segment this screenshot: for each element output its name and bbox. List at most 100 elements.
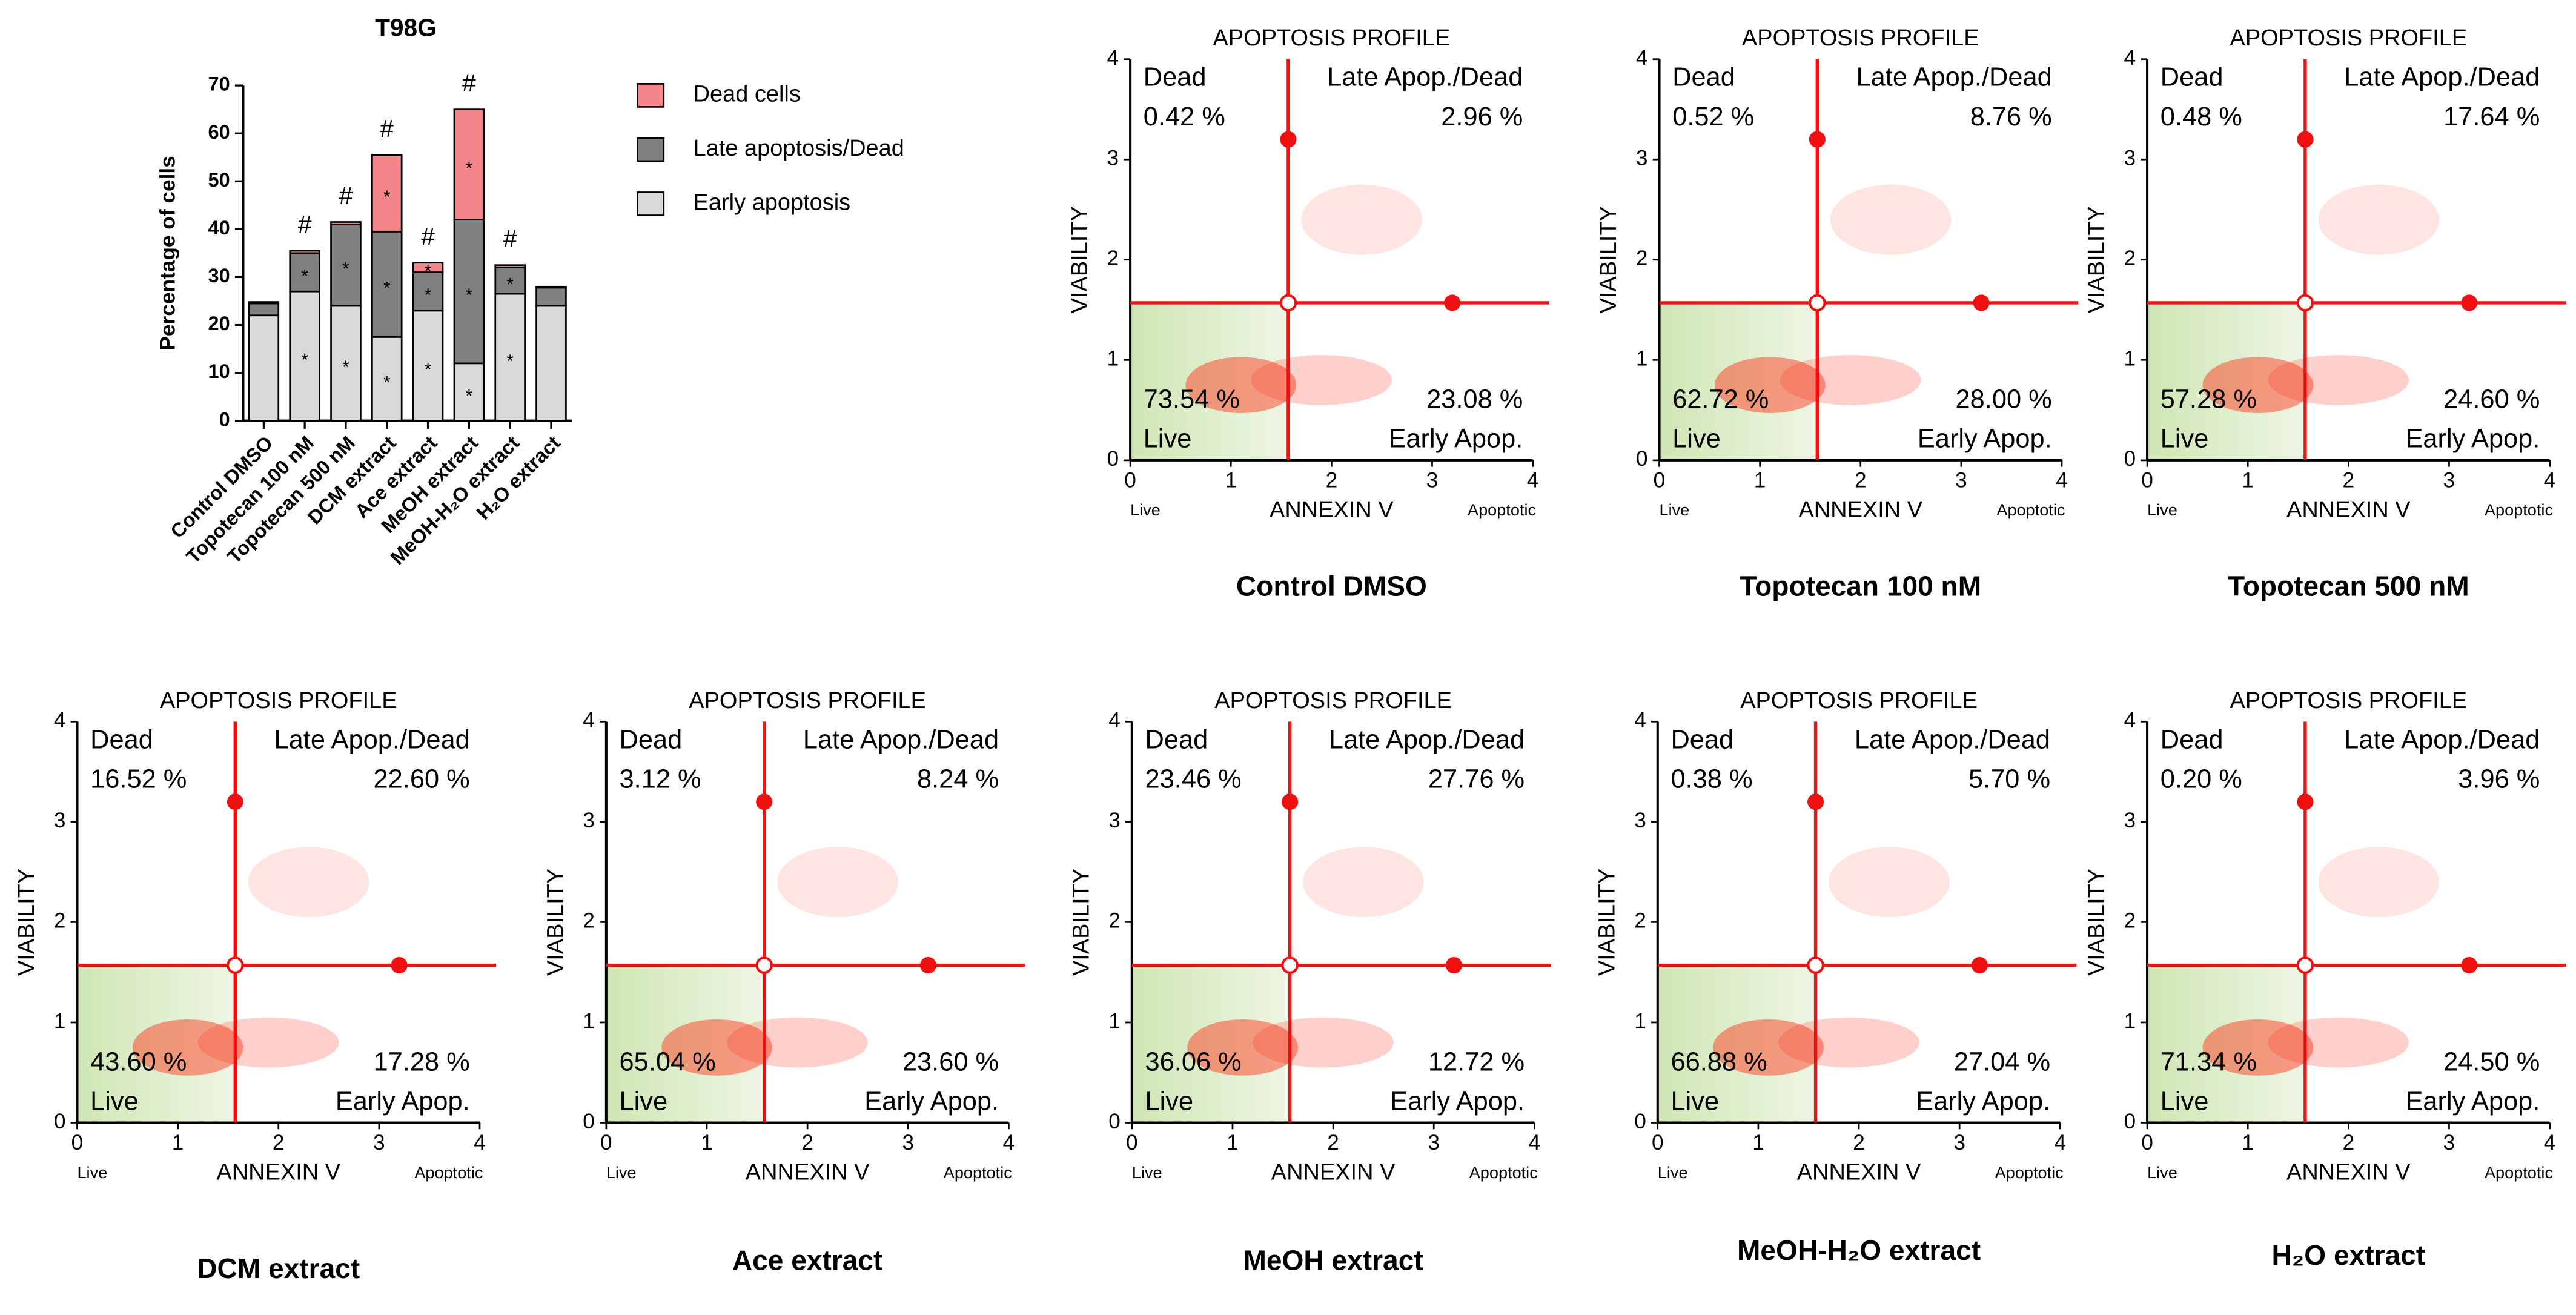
significance-hash: # (421, 222, 435, 250)
y-axis-label: VIABILITY (1594, 869, 1620, 976)
significance-star: * (466, 159, 473, 179)
cell-cloud (1714, 357, 1826, 414)
cell-cloud (661, 1019, 772, 1076)
quadrant-percent: 0.20 % (2160, 764, 2242, 793)
quadrant-name: Late Apop./Dead (1855, 725, 2050, 754)
cell-cloud (1713, 1019, 1824, 1076)
y-axis-label: VIABILITY (2084, 869, 2110, 976)
y-tick-label: 50 (208, 169, 230, 191)
y-tick-label: 4 (1108, 709, 1121, 732)
quadrant-name: Early Apop. (336, 1087, 470, 1116)
x-axis-label: ANNEXIN V (1797, 1160, 1921, 1185)
gate-center (1279, 294, 1297, 312)
bar-segment (330, 305, 362, 422)
x-tick-label: 4 (1003, 1131, 1015, 1154)
x-end-label: Apoptotic (1469, 1163, 1538, 1182)
y-tick-label: 0 (1107, 447, 1119, 471)
x-end-label: Live (1132, 1163, 1162, 1182)
x-end-label: Live (77, 1163, 107, 1182)
quadrant-name: Dead (1144, 63, 1207, 92)
bar-segment (453, 108, 485, 220)
y-tick-label: 4 (2124, 46, 2136, 70)
y-tick-label: 40 (208, 217, 230, 239)
quadrant-name: Dead (90, 725, 153, 754)
y-tick-label: 3 (54, 809, 66, 832)
gate-center (1807, 956, 1824, 974)
gate-handle (919, 957, 937, 974)
quadrant-percent: 16.52 % (90, 764, 187, 793)
y-tick-label: 2 (1636, 247, 1648, 270)
y-tick-label: 4 (1634, 709, 1646, 732)
cell-cloud (2268, 355, 2409, 405)
gate-center (755, 956, 773, 974)
quadrant-percent: 23.46 % (1145, 764, 1242, 793)
quadrant-name: Late Apop./Dead (2344, 63, 2540, 92)
bar-segment (535, 305, 567, 422)
x-end-label: Apoptotic (1468, 500, 1536, 519)
y-tick-label: 10 (208, 360, 230, 382)
x-tick-label: 3 (373, 1131, 385, 1154)
cell-cloud (1830, 184, 1952, 255)
y-tick-label: 2 (583, 909, 595, 933)
live-region (606, 965, 764, 1123)
x-end-label: Live (1130, 500, 1161, 519)
cell-cloud (248, 847, 369, 918)
y-tick-label: 2 (1634, 909, 1646, 933)
y-tick-label: 60 (208, 121, 230, 143)
significance-star: * (425, 360, 432, 380)
x-end-label: Live (1658, 1163, 1688, 1182)
quadrant-percent: 0.38 % (1670, 764, 1752, 793)
panel-caption: Control DMSO (1236, 571, 1427, 602)
quadrant-percent: 3.12 % (620, 764, 701, 793)
bar-segment (248, 301, 280, 305)
quadrant-percent: 36.06 % (1145, 1047, 1242, 1076)
y-tick-label: 0 (2124, 1110, 2136, 1133)
bar-segment (412, 271, 444, 312)
x-tick-label: 3 (1426, 468, 1439, 492)
quadrant-name: Late Apop./Dead (803, 725, 999, 754)
gate-center (1809, 294, 1826, 312)
y-tick-label: 1 (583, 1009, 595, 1033)
legend-label: Late apoptosis/Dead (694, 136, 904, 161)
x-tick-label: 3 (1953, 1131, 1965, 1154)
y-tick-label: 1 (2124, 1009, 2136, 1033)
quadrant-percent: 2.96 % (1441, 102, 1523, 131)
x-tick-label: 1 (172, 1131, 184, 1154)
x-tick-label: 2 (2343, 468, 2355, 492)
panel-caption: MeOH extract (1243, 1244, 1423, 1276)
significance-hash: # (339, 182, 353, 210)
x-tick-label: 1 (701, 1131, 713, 1154)
y-tick-label: 3 (1636, 147, 1648, 170)
quadrant-percent: 62.72 % (1672, 385, 1769, 414)
bar-segment (248, 314, 280, 422)
x-tick-label: 4 (1527, 468, 1539, 492)
cell-cloud (1829, 847, 1950, 918)
panel-caption: Topotecan 500 nM (2228, 571, 2469, 602)
x-tick-label: 4 (2544, 1131, 2556, 1154)
quadrant-percent: 17.64 % (2443, 102, 2540, 131)
quadrant-percent: 0.52 % (1672, 102, 1754, 131)
quadrant-percent: 27.04 % (1954, 1047, 2050, 1076)
cell-cloud (1778, 1017, 1919, 1068)
significance-star: * (301, 267, 308, 287)
y-tick-label: 3 (2124, 809, 2136, 832)
gate-handle (2297, 131, 2314, 148)
bar-segment (535, 285, 567, 289)
legend-label: Early apoptosis (694, 190, 851, 216)
x-tick-label: 2 (1855, 468, 1867, 492)
y-tick-label: 3 (1108, 809, 1121, 832)
quadrant-name: Early Apop. (1389, 425, 1523, 454)
cell-cloud (1303, 847, 1424, 918)
quadrant-name: Dead (2160, 725, 2223, 754)
y-tick-label: 2 (2124, 909, 2136, 933)
quadrant-name: Live (1672, 425, 1721, 454)
gate-center (2296, 956, 2314, 974)
bar-segment (494, 267, 526, 295)
y-axis-label: VIABILITY (14, 869, 39, 976)
y-tick-label: 1 (2124, 347, 2136, 371)
panel-caption: Topotecan 100 nM (1740, 571, 1981, 602)
quadrant-percent: 23.60 % (902, 1047, 999, 1076)
x-end-label: Apoptotic (1996, 500, 2065, 519)
x-end-label: Live (606, 1163, 637, 1182)
